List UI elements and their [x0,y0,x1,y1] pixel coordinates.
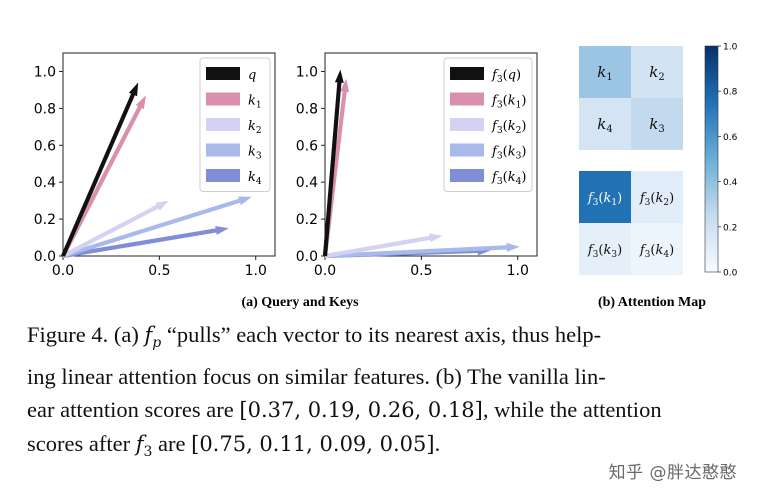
legend-label: f3(k1) [491,94,526,111]
y-tick-label: 0.6 [34,138,56,154]
y-tick-label: 0.8 [296,101,318,117]
vector-k2 [62,200,169,258]
caption-line-1: Figure 4. (a) fp “pulls” each vector to … [27,322,602,352]
caption-line-2: ing linear attention focus on similar fe… [27,364,606,390]
heatmap-cell-label: f3(k3) [587,243,622,260]
colorbar-tick-label: 0.8 [723,88,738,98]
legend-label: q [248,68,256,83]
heatmap-cell [631,98,683,150]
legend-swatch [206,169,240,182]
caption-vanilla-scores: [0.37, 0.19, 0.26, 0.18] [239,398,483,423]
y-tick-label: 0.8 [34,101,56,117]
y-tick-label: 0.0 [296,249,318,265]
legend-label: f3(k2) [491,119,526,136]
legend-label: f3(k3) [491,145,526,162]
heatmap-cell [579,223,631,275]
y-tick-label: 1.0 [34,64,56,80]
heatmap-cell-label: f3(k1) [587,191,622,208]
legend-swatch [450,143,484,157]
legend-label: f3(q) [491,68,521,85]
legend-swatch [206,143,240,157]
watermark: 知乎 @胖达憨憨 [608,463,737,483]
vector-f3-q [322,69,344,257]
figure-caption: Figure 4. (a) fp “pulls” each vector to … [27,318,739,469]
colorbar-tick-label: 0.4 [723,178,738,188]
plot-frame [324,52,538,257]
heatmap-cell-label: f3(k4) [639,243,674,260]
legend-swatch [206,67,240,80]
caption-f3-scores: [0.75, 0.11, 0.09, 0.05] [191,432,435,457]
legend-swatch [450,67,484,80]
heatmap-cell [631,46,683,98]
vector-k3 [62,196,252,258]
colorbar-tick-label: 0.0 [723,269,738,279]
y-tick-label: 1.0 [296,64,318,80]
colorbar [704,45,719,273]
legend-swatch [450,92,484,106]
subtitle-attention-map: (b) Attention Map [598,295,706,310]
legend-swatch [450,169,484,182]
caption-line-4: scores after f3 are [0.75, 0.11, 0.09, 0… [27,431,441,461]
x-tick-label: 1.0 [507,263,529,279]
y-tick-label: 0.6 [296,138,318,154]
subtitle-query-keys: (a) Query and Keys [241,295,359,310]
colorbar-tick-label: 0.6 [723,133,738,143]
caption-line-3: ear attention scores are [0.37, 0.19, 0.… [27,397,662,423]
legend-swatch [450,118,484,131]
vector-f3-k3 [324,242,520,259]
y-tick-label: 0.2 [296,212,318,228]
x-tick-label: 0.0 [314,263,336,279]
colorbar-tick-label: 0.2 [723,223,737,233]
legend-swatch [206,118,240,131]
caption-fp: fp [144,323,162,352]
heatmap-cell [579,171,631,223]
vector-k4 [62,226,229,259]
colorbar-tick-label: 1.0 [723,43,738,53]
y-tick-label: 0.2 [34,212,56,228]
heatmap-cell-label: f3(k2) [639,191,674,208]
vector-q [61,82,139,257]
heatmap-cell [631,223,683,275]
f3-query-keys-plot: 0.0 0.5 1.0 0.0 0.2 0.4 0.6 0.8 1.0 f3(q) f3(k1) f3… [296,52,538,279]
y-tick-label: 0.4 [296,175,318,191]
legend-swatch [206,92,240,106]
y-tick-label: 0.0 [34,249,56,265]
heatmap-cell [579,46,631,98]
heatmap-cell [579,98,631,150]
vector-f3-k2 [324,233,443,259]
plot-frame [62,52,276,257]
x-tick-label: 1.0 [245,263,267,279]
legend [443,57,533,192]
legend-label: f3(k4) [491,170,526,187]
x-tick-label: 0.5 [148,263,170,279]
x-tick-label: 0.0 [52,263,74,279]
y-tick-label: 0.4 [34,175,56,191]
heatmap-cell [631,171,683,223]
x-tick-label: 0.5 [410,263,432,279]
caption-f3: f3 [135,432,153,461]
